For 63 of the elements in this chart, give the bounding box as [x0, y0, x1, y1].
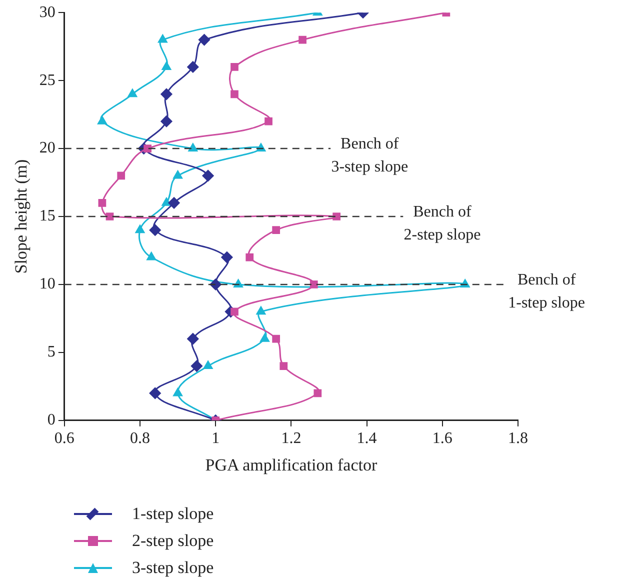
point: [230, 308, 238, 316]
point: [203, 360, 213, 370]
point: [210, 278, 222, 290]
point: [187, 333, 199, 345]
point: [264, 117, 272, 126]
point: [230, 63, 238, 71]
legend-label: 1-step slope: [132, 504, 214, 524]
point: [106, 212, 114, 220]
point: [198, 34, 210, 46]
point: [260, 334, 270, 342]
point: [144, 144, 152, 152]
point: [162, 198, 172, 206]
point: [272, 334, 280, 343]
x-tick-label: 0.8: [130, 430, 150, 448]
point: [332, 212, 340, 220]
ref-line-label: Bench of 1-step slope: [508, 272, 586, 312]
y-tick-label: 10: [39, 276, 56, 293]
x-tick-label: 1.4: [356, 430, 377, 448]
legend-label: 3-step slope: [132, 558, 214, 578]
point: [298, 36, 306, 44]
y-tick-label: 20: [39, 140, 56, 157]
point: [160, 88, 172, 100]
point: [162, 62, 172, 70]
y-tick-label: 0: [47, 412, 56, 429]
point: [149, 387, 161, 399]
legend-label: 2-step slope: [132, 530, 214, 550]
point: [98, 198, 106, 207]
point: [173, 170, 182, 179]
ref-line-label: Bench of 2-step slope: [404, 204, 481, 244]
point: [98, 116, 107, 124]
y-tick-label: 30: [39, 4, 56, 21]
point: [135, 224, 145, 234]
point: [310, 280, 318, 288]
x-axis-title: PGA amplification factor: [205, 455, 378, 474]
x-tick-label: 1.2: [281, 430, 302, 448]
point: [173, 388, 182, 396]
point: [314, 389, 322, 398]
x-tick-label: 1: [212, 430, 220, 448]
point: [149, 224, 161, 236]
y-tick-label: 25: [39, 72, 56, 89]
point: [272, 226, 280, 234]
x-tick-label: 0.6: [54, 430, 74, 448]
point: [190, 360, 202, 372]
point: [158, 34, 168, 43]
point: [280, 362, 288, 370]
y-tick-label: 5: [47, 344, 56, 361]
point: [117, 172, 126, 180]
point: [128, 88, 138, 98]
point: [187, 61, 199, 73]
point: [202, 170, 214, 182]
x-tick-label: 1.8: [508, 430, 528, 448]
y-tick-label: 15: [39, 208, 56, 225]
ref-line-label: Bench of 3-step slope: [331, 136, 408, 176]
point: [221, 252, 233, 264]
point: [256, 306, 266, 315]
point: [188, 143, 198, 152]
y-axis-title: Slope height (m): [12, 159, 31, 274]
point: [246, 253, 254, 262]
point: [230, 90, 238, 98]
x-tick-label: 1.6: [432, 430, 452, 448]
point: [160, 116, 172, 128]
point: [168, 197, 180, 209]
point: [146, 252, 156, 260]
